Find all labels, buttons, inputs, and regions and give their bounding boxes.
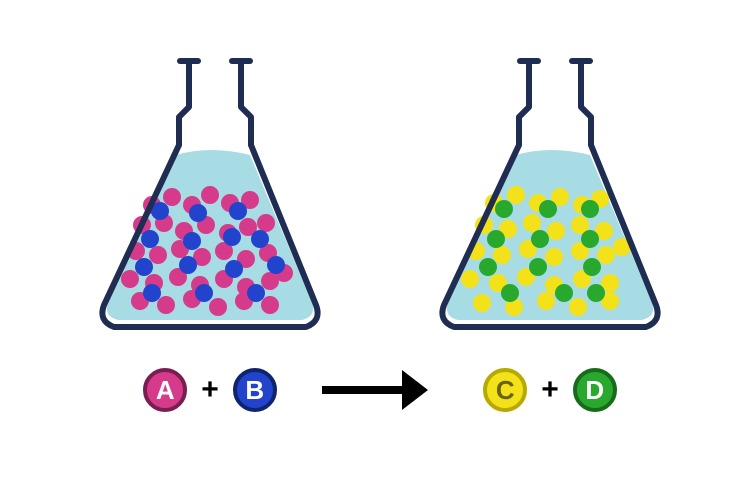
label-c-text: C	[496, 375, 515, 406]
flask-products	[420, 55, 680, 345]
products-labels: C + D	[420, 360, 680, 420]
label-a-text: A	[156, 375, 175, 406]
flask-reactants	[80, 55, 340, 345]
label-d: D	[573, 368, 617, 412]
reactants-labels: A + B	[80, 360, 340, 420]
label-c: C	[483, 368, 527, 412]
reaction-diagram: A + B C + D	[0, 0, 750, 500]
plus-sign-left: +	[201, 373, 219, 407]
reaction-arrow	[318, 370, 438, 410]
plus-sign-right: +	[541, 373, 559, 407]
label-b: B	[233, 368, 277, 412]
label-b-text: B	[245, 375, 264, 406]
label-a: A	[143, 368, 187, 412]
label-d-text: D	[585, 375, 604, 406]
